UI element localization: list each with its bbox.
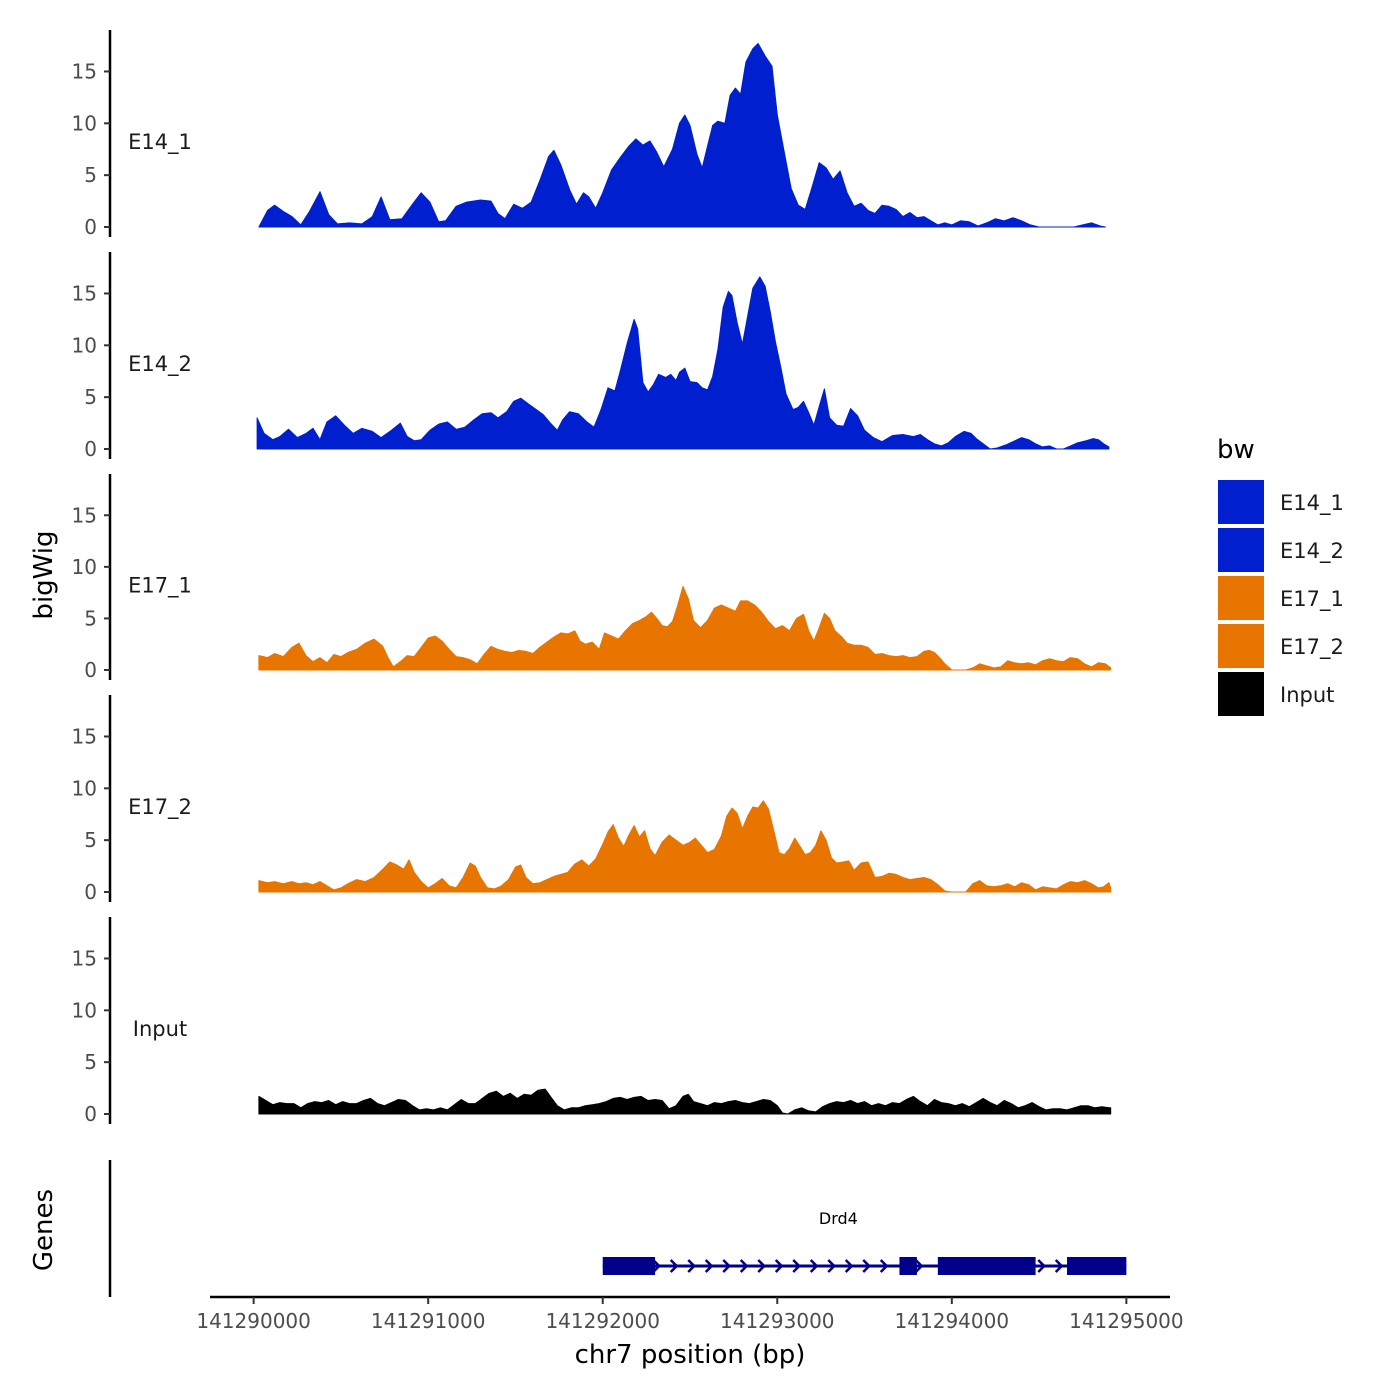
area-E14_2: [256, 276, 1110, 450]
track-E14_1: 0 5 10 15 E14_1: [72, 30, 1106, 239]
genes-axis-title: Genes: [29, 1189, 59, 1271]
legend-label-E14_1: E14_1: [1280, 491, 1344, 516]
strand-arrow: [722, 1259, 731, 1273]
strand-arrow: [827, 1259, 836, 1273]
gene-exon: [937, 1257, 1036, 1275]
y-tick-label: 15: [72, 946, 97, 970]
legend-swatch-E17_1: [1218, 576, 1264, 620]
gene-exon: [899, 1257, 917, 1275]
strand-arrow: [879, 1259, 889, 1273]
track-E17_2: 0 5 10 15 E17_2: [72, 695, 1112, 904]
area-Input: [258, 1088, 1112, 1115]
strand-arrow: [739, 1259, 749, 1273]
y-tick-label: 10: [72, 555, 97, 579]
gene-exon: [602, 1257, 656, 1275]
strand-arrow: [652, 1259, 661, 1273]
y-tick-label: 5: [84, 606, 97, 630]
y-tick-label: 15: [72, 59, 97, 83]
strand-arrow: [704, 1259, 714, 1273]
legend-label-E17_2: E17_2: [1280, 635, 1344, 660]
y-tick-label: 5: [84, 1050, 97, 1074]
track-label: E17_2: [128, 795, 192, 820]
track-label: E14_1: [128, 130, 192, 155]
y-tick-label: 15: [72, 281, 97, 305]
strand-arrow: [914, 1259, 924, 1273]
x-tick-label: 141294000: [895, 1309, 1010, 1333]
strand-arrow: [1054, 1259, 1064, 1273]
track-label: E17_1: [128, 573, 192, 598]
y-tick-label: 5: [84, 385, 97, 409]
area-E14_1: [258, 43, 1106, 228]
strand-arrow: [669, 1259, 679, 1273]
y-tick-label: 0: [84, 1102, 97, 1126]
legend-swatch-E14_2: [1218, 528, 1264, 572]
y-tick-label: 0: [84, 880, 97, 904]
y-tick-label: 0: [84, 658, 97, 682]
legend-label-E17_1: E17_1: [1280, 587, 1344, 612]
x-tick-label: 141290000: [196, 1309, 311, 1333]
strand-arrow: [774, 1259, 784, 1273]
y-tick-label: 10: [72, 333, 97, 357]
legend-title: bw: [1217, 435, 1255, 465]
strand-arrow: [844, 1259, 854, 1273]
area-E17_1: [258, 585, 1112, 671]
strand-arrow: [792, 1259, 801, 1273]
genes-layer: Drd4: [108, 1160, 1127, 1297]
gene-exon: [1067, 1257, 1127, 1275]
legend-swatch-E17_2: [1218, 624, 1264, 668]
strand-arrow: [809, 1259, 819, 1273]
y-tick-label: 5: [84, 163, 97, 187]
y-axis-title: bigWig: [29, 530, 59, 619]
y-tick-label: 0: [84, 437, 97, 461]
strand-arrow: [757, 1259, 766, 1273]
y-tick-label: 10: [72, 998, 97, 1022]
track-E17_1: 0 5 10 15 E17_1: [72, 474, 1112, 682]
x-axis-title: chr7 position (bp): [575, 1340, 806, 1370]
y-tick-label: 15: [72, 724, 97, 748]
legend-swatch-E14_1: [1218, 480, 1264, 524]
x-tick-label: 141293000: [720, 1309, 835, 1333]
legend-swatch-Input: [1218, 672, 1264, 716]
legend-label-E14_2: E14_2: [1280, 539, 1344, 564]
gene-name: Drd4: [819, 1209, 858, 1228]
track-Input: 0 5 10 15 Input: [72, 917, 1112, 1126]
y-tick-label: 10: [72, 111, 97, 135]
y-tick-label: 5: [84, 828, 97, 852]
x-tick-label: 141291000: [371, 1309, 486, 1333]
legend-label-Input: Input: [1280, 683, 1334, 707]
strand-arrow: [687, 1259, 696, 1273]
y-tick-label: 10: [72, 776, 97, 800]
strand-arrow: [862, 1259, 871, 1273]
strand-arrow: [1037, 1259, 1046, 1273]
x-tick-label: 141292000: [545, 1309, 660, 1333]
x-tick-label: 141295000: [1069, 1309, 1184, 1333]
legend: bw E14_1 E14_2 E17_1 E17_2 Input: [1217, 435, 1344, 716]
tracks-layer: 0 5 10 15 E14_1 0 5 10 15 E14_2 0 5 10 15 E17_1 0 5 10 15 E…: [72, 30, 1112, 1126]
track-label: Input: [133, 1017, 187, 1041]
area-E17_2: [258, 800, 1112, 893]
track-E14_2: 0 5 10 15 E14_2: [72, 252, 1110, 461]
y-tick-label: 0: [84, 215, 97, 239]
x-axis: 141290000 141291000 141292000 141293000 1412…: [196, 1295, 1184, 1333]
track-label: E14_2: [128, 352, 192, 377]
y-tick-label: 15: [72, 503, 97, 527]
